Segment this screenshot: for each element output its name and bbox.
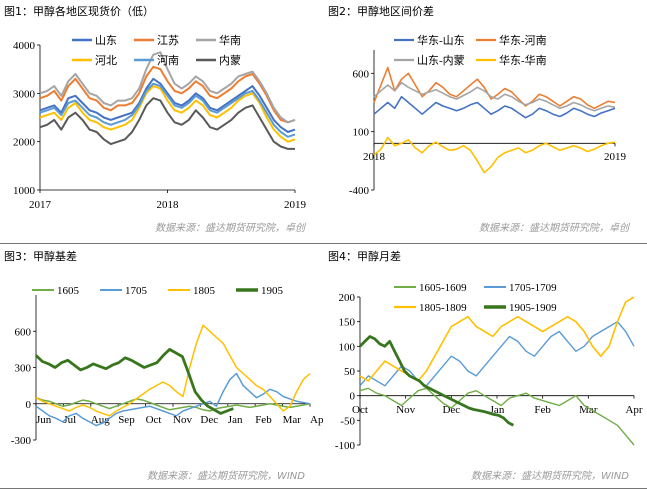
chart-panel-basis: 图3：甲醇基差 -300 0 300 600 Jun Jul Aug Sep Oct Nov Dec… [0,245,323,490]
legend-label: 山东-内蒙 [417,53,465,67]
series-line-1 [39,77,296,133]
legend-label: 华东-河南 [499,33,547,47]
legend-label: 华南 [219,33,241,47]
source-note: 数据来源：盛达期货研究院，卓创 [479,223,629,234]
y-tick-label: 100 [353,127,370,139]
x-tick-label: 2017 [29,199,52,211]
series-line-1 [359,387,635,446]
x-tick-label: 2019 [604,151,627,163]
x-tick-label: Mar [283,414,302,426]
legend-label: 河北 [95,54,117,67]
legend-label: 1805 [193,285,216,297]
x-tick-label: Jan [228,414,243,426]
legend-label: 山东 [95,34,117,47]
series-line-3 [373,81,616,112]
y-tick-label: 200 [339,292,356,304]
y-tick-label: 600 [353,68,370,80]
y-tick-label: 0 [26,399,32,411]
y-tick-label: 1000 [13,185,36,197]
series-line-1 [35,396,311,412]
x-tick-label: Mar [579,404,598,416]
chart-panel-regional-spread: 图2：甲醇地区间价差 -400 100 600 2018 2019 华东-山东 华东-河南山… [324,0,647,245]
y-tick-label: 3000 [13,88,36,100]
chart-panel-spot-price: 图1：甲醇各地区现货价（低） 1000 2000 3000 4000 2017 2018 2… [0,0,323,245]
series-line-2 [39,65,296,124]
series-line-6 [39,97,295,150]
legend-label: 1905 [261,285,284,297]
x-tick-label: 2018 [363,151,386,163]
x-tick-label: Feb [534,404,551,416]
y-tick-label: -400 [349,185,370,197]
x-tick-label: Oct [146,414,162,426]
legend-label: 1605 [57,285,80,297]
series-line-3 [359,296,635,382]
series-line-3 [39,51,296,124]
legend-label: 内蒙 [219,53,241,67]
y-tick-label: -300 [11,435,32,447]
x-tick-label: Jun [36,414,52,426]
x-tick-label: Nov [396,404,415,416]
chart-title: 图2：甲醇地区间价差 [328,5,434,18]
y-tick-label: 150 [339,317,356,329]
series-line-5 [39,82,296,138]
x-tick-label: Aug [91,414,110,426]
series-line-2 [35,372,311,427]
x-tick-label: Apr [625,404,642,416]
legend-label: 河南 [157,54,179,67]
y-tick-label: -100 [335,440,356,452]
y-tick-label: 50 [344,366,356,378]
series-line-4 [373,136,616,174]
source-note: 数据来源：盛达期货研究院，WIND [470,471,629,482]
y-tick-label: 0 [350,391,356,403]
chart-title: 图1：甲醇各地区现货价（低） [4,5,154,18]
x-tick-label: Nov [173,414,192,426]
panel-divider-top [0,243,647,244]
chart-basis: -300 0 300 600 Jun Jul Aug Sep Oct Nov Dec Jan Feb Ma… [11,285,323,447]
legend-label: 江苏 [157,34,179,47]
legend-label: 1705-1709 [509,282,557,294]
series-line-2 [373,66,616,110]
x-tick-label: Dec [442,404,460,416]
y-tick-label: 300 [15,363,32,375]
chart-panel-calendar-spread: 图4：甲醇月差 -100 -50 0 50 100 150 200 Oct Nov Dec Jan F… [324,245,647,490]
y-tick-label: 4000 [13,40,36,52]
chart-title: 图3：甲醇基差 [4,250,77,263]
y-tick-label: -50 [340,415,355,427]
x-tick-label: Dec [200,414,218,426]
series-line-4 [39,85,296,143]
legend-label: 1805-1809 [419,302,467,314]
y-tick-label: 2000 [13,137,36,149]
x-tick-label: Oct [352,404,368,416]
y-tick-label: 100 [339,341,356,353]
x-tick-label: Sep [118,414,135,426]
series-line-2 [359,320,635,387]
series-line-4 [35,348,234,415]
legend-label: 华东-山东 [417,33,465,47]
x-tick-label: Apr [310,414,323,426]
series-line-3 [35,324,311,417]
legend-label: 华东-华南 [499,53,547,67]
chart-title: 图4：甲醇月差 [328,250,401,263]
x-tick-label: Feb [255,414,272,426]
y-tick-label: 600 [15,326,32,338]
x-tick-label: 2018 [157,199,180,211]
x-tick-label: 2019 [284,199,307,211]
x-tick-label: Jul [63,414,76,426]
legend-label: 1705 [125,285,148,297]
panel-divider-bottom [0,488,647,489]
series-line-1 [373,95,616,119]
source-note: 数据来源：盛达期货研究院，WIND [146,471,305,482]
source-note: 数据来源：盛达期货研究院，卓创 [155,223,305,234]
series-line-4 [359,335,515,427]
legend-label: 1605-1609 [419,282,467,294]
legend-label: 1905-1909 [509,302,557,314]
